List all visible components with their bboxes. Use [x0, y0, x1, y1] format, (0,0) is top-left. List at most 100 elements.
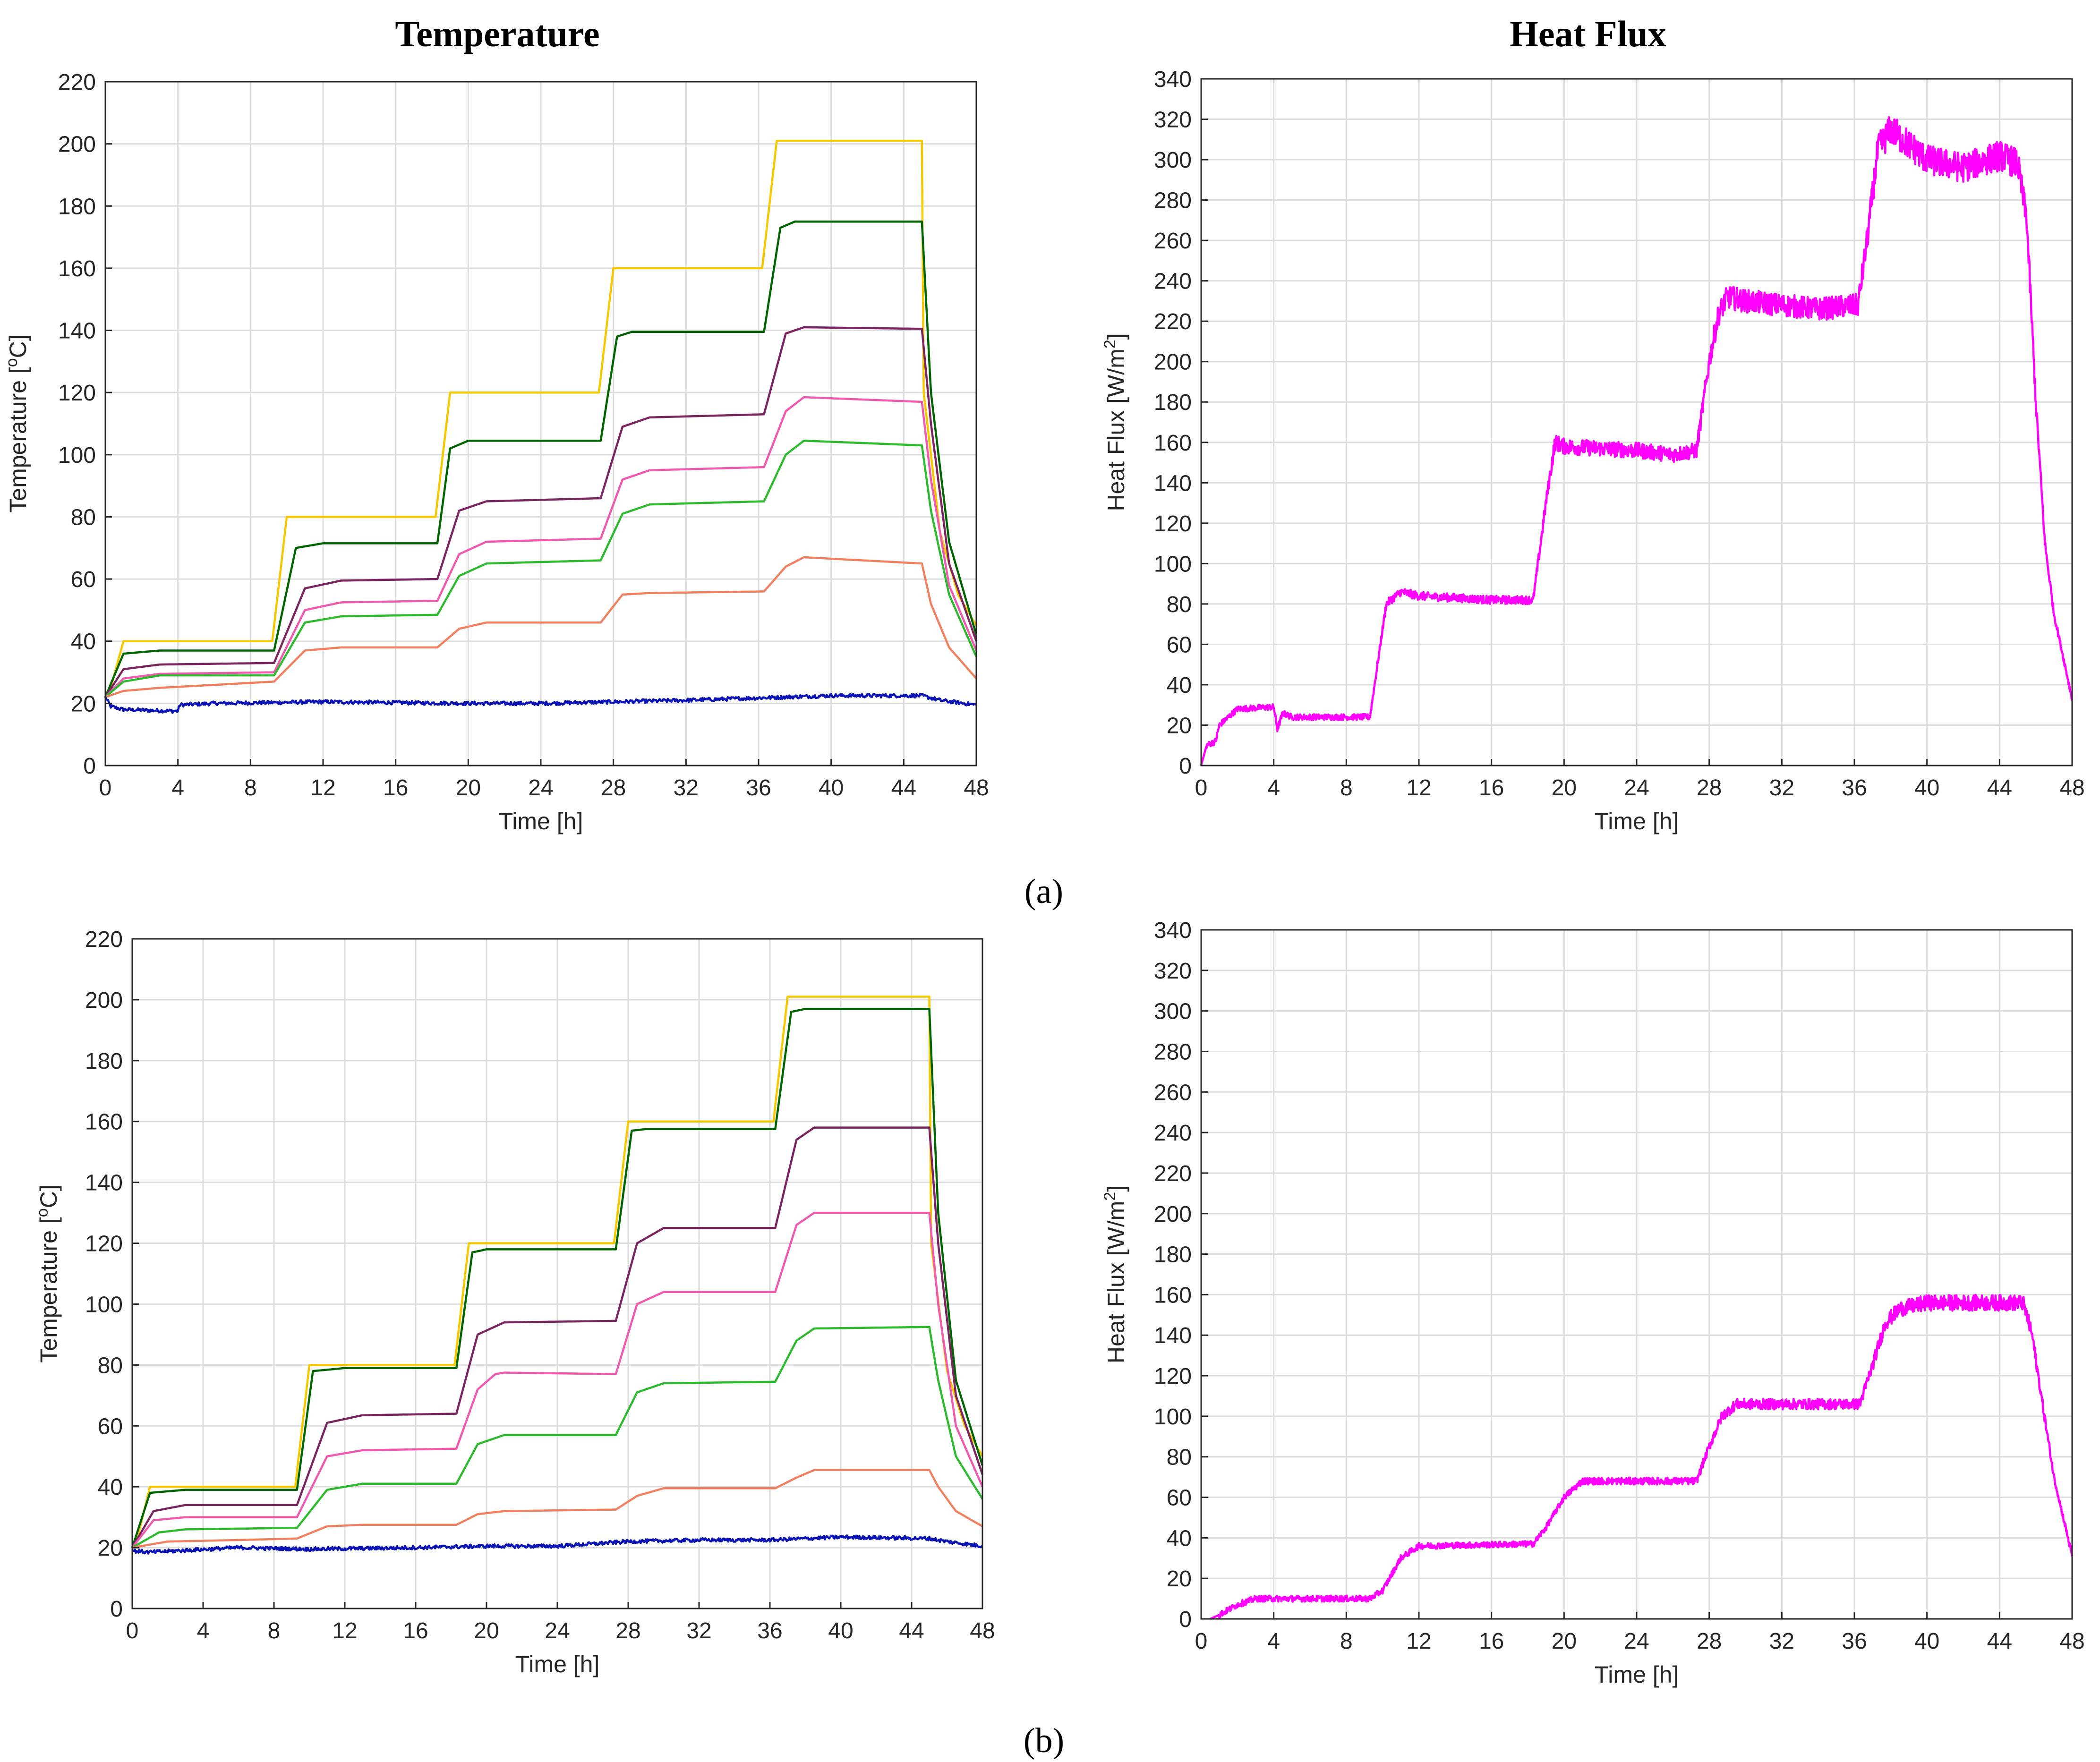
- y-tick-label: 180: [85, 1049, 123, 1074]
- series-sensor-3: [104, 396, 978, 698]
- x-tick-label: 8: [268, 1618, 281, 1643]
- x-tick-label: 44: [1987, 775, 2012, 800]
- y-tick-label: 140: [85, 1171, 123, 1196]
- y-tick-label: 120: [58, 381, 96, 406]
- y-tick-label: 160: [1154, 1283, 1192, 1308]
- series-sensor-5: [105, 556, 977, 698]
- y-tick-label: 280: [1154, 1039, 1192, 1064]
- series-ambient: [104, 692, 977, 714]
- x-tick-label: 28: [601, 775, 626, 800]
- series-sensor-1: [131, 1007, 984, 1548]
- y-tick-label: 20: [1167, 713, 1192, 738]
- y-tick-label: 340: [1154, 67, 1192, 92]
- x-tick-label: 40: [828, 1618, 853, 1643]
- x-tick-label: 36: [1842, 775, 1867, 800]
- y-tick-label: 120: [85, 1232, 123, 1257]
- y-tick-label: 160: [1154, 431, 1192, 456]
- y-tick-label: 40: [98, 1475, 123, 1500]
- y-tick-label: 200: [1154, 350, 1192, 375]
- x-tick-label: 36: [1842, 1629, 1867, 1654]
- x-tick-label: 24: [1624, 1629, 1649, 1654]
- y-axis-label: Heat Flux [W/m2]: [1101, 1185, 1129, 1363]
- y-tick-label: 100: [85, 1292, 123, 1317]
- y-tick-label: 240: [1154, 1121, 1192, 1146]
- heat-flux-column-title: Heat Flux: [1510, 13, 1666, 54]
- x-tick-label: 0: [1195, 1629, 1208, 1654]
- y-tick-label: 0: [83, 754, 96, 779]
- y-tick-label: 80: [1167, 1445, 1192, 1470]
- x-tick-label: 44: [891, 775, 916, 800]
- x-tick-label: 12: [332, 1618, 357, 1643]
- y-tick-label: 0: [1179, 754, 1192, 779]
- series-sensor-5: [132, 1469, 983, 1549]
- chart-a-temperature: 0 4 8 12 16 20 24 28 32 36 40 44 4802040608010012014…: [3, 70, 989, 834]
- y-axis-label: Temperature [oC]: [3, 334, 31, 512]
- x-axis-label: Time [h]: [499, 808, 583, 834]
- x-tick-label: 48: [2059, 775, 2084, 800]
- series-sensor-3: [131, 1211, 984, 1549]
- series-sensor-4: [131, 1326, 983, 1549]
- y-tick-label: 320: [1154, 959, 1192, 984]
- y-tick-label: 100: [58, 443, 96, 468]
- x-axis-label: Time [h]: [515, 1651, 600, 1677]
- y-tick-label: 0: [110, 1597, 123, 1622]
- y-tick-label: 60: [98, 1414, 123, 1439]
- x-tick-label: 40: [1914, 1629, 1939, 1654]
- y-tick-label: 200: [58, 132, 96, 157]
- y-tick-label: 100: [1154, 552, 1192, 577]
- x-tick-label: 32: [1769, 775, 1794, 800]
- chart-b-heat-flux: 0 4 8 12 16 20 24 28 32 36 40 44 4802040608010012014…: [1101, 918, 2085, 1688]
- y-tick-label: 220: [1154, 309, 1192, 334]
- y-tick-label: 60: [71, 567, 96, 592]
- y-tick-label: 220: [85, 927, 123, 952]
- y-tick-label: 80: [71, 505, 96, 530]
- y-axis-label: Temperature [oC]: [34, 1184, 62, 1362]
- y-tick-label: 300: [1154, 148, 1192, 173]
- x-tick-label: 20: [1552, 1629, 1577, 1654]
- x-tick-label: 4: [197, 1618, 210, 1643]
- y-axis-label: Heat Flux [W/m2]: [1101, 333, 1129, 511]
- x-axis-label: Time [h]: [1595, 808, 1679, 834]
- y-tick-label: 40: [1167, 1526, 1192, 1551]
- x-tick-label: 12: [310, 775, 335, 800]
- y-tick-label: 260: [1154, 1080, 1192, 1105]
- y-tick-label: 280: [1154, 188, 1192, 213]
- y-tick-label: 160: [85, 1110, 123, 1135]
- series-setpoint: [104, 139, 977, 698]
- x-tick-label: 36: [746, 775, 771, 800]
- x-tick-label: 32: [674, 775, 699, 800]
- x-tick-label: 36: [757, 1618, 782, 1643]
- x-tick-label: 32: [686, 1618, 711, 1643]
- y-tick-label: 60: [1167, 1486, 1192, 1511]
- y-tick-label: 200: [1154, 1202, 1192, 1227]
- y-tick-label: 220: [1154, 1161, 1192, 1186]
- y-tick-label: 180: [58, 194, 96, 219]
- x-tick-label: 16: [403, 1618, 428, 1643]
- x-tick-label: 8: [1340, 775, 1353, 800]
- y-tick-label: 120: [1154, 1364, 1192, 1389]
- chart-a-heat-flux: 0 4 8 12 16 20 24 28 32 36 40 44 4802040608010012014…: [1101, 67, 2085, 834]
- y-tick-label: 140: [1154, 471, 1192, 496]
- x-tick-label: 40: [1914, 775, 1939, 800]
- y-tick-label: 20: [1167, 1566, 1192, 1592]
- series-heat-flux: [1209, 1294, 2074, 1620]
- x-axis-label: Time [h]: [1595, 1661, 1679, 1688]
- y-tick-label: 140: [1154, 1323, 1192, 1348]
- series-sensor-4: [104, 439, 978, 698]
- x-tick-label: 48: [2059, 1629, 2084, 1654]
- x-tick-label: 0: [99, 775, 112, 800]
- x-tick-label: 16: [1479, 775, 1504, 800]
- y-tick-label: 40: [1167, 673, 1192, 698]
- x-tick-label: 24: [1624, 775, 1649, 800]
- y-tick-label: 320: [1154, 108, 1192, 133]
- panel-label-b: (b): [1024, 1721, 1064, 1760]
- y-tick-label: 100: [1154, 1404, 1192, 1430]
- x-tick-label: 44: [899, 1618, 924, 1643]
- y-tick-label: 300: [1154, 999, 1192, 1024]
- x-tick-label: 28: [615, 1618, 640, 1643]
- y-tick-label: 220: [58, 70, 96, 95]
- series-sensor-2: [131, 1126, 984, 1549]
- x-tick-label: 12: [1406, 1629, 1431, 1654]
- x-tick-label: 24: [528, 775, 553, 800]
- x-tick-label: 16: [383, 775, 408, 800]
